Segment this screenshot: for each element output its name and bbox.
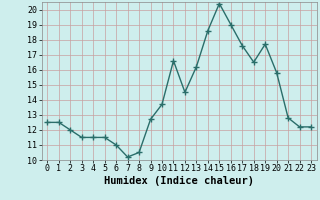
- X-axis label: Humidex (Indice chaleur): Humidex (Indice chaleur): [104, 176, 254, 186]
